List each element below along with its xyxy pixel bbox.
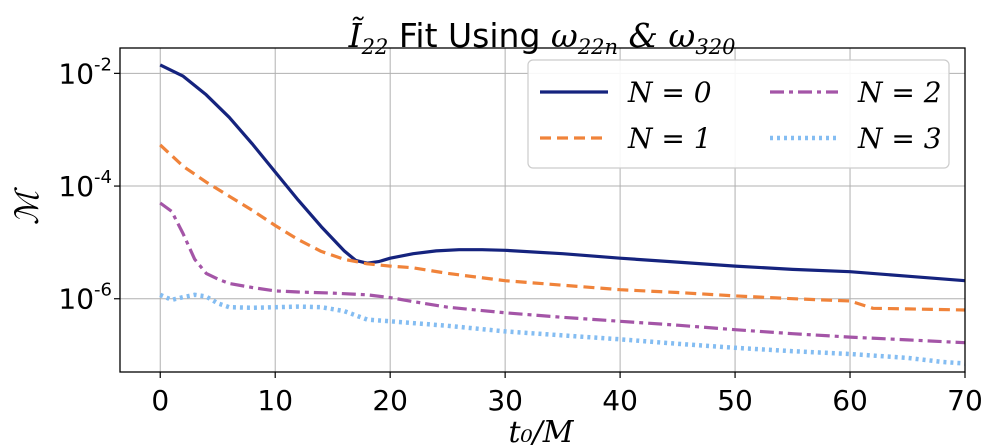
series-layer <box>159 63 966 366</box>
legend: N = 0 N = 1 N = 2 N = 3 <box>527 59 950 169</box>
title-omega-2: ω <box>668 16 695 55</box>
x-axis-label: t₀/M <box>509 415 575 448</box>
chart-title: Ĩ22 Fit Using ω22n & ω320 <box>348 16 736 59</box>
x-tick-label: 10 <box>257 384 293 417</box>
legend-label-0: N = 0 <box>627 76 712 109</box>
series-line-3 <box>159 292 966 366</box>
series-line-0 <box>159 63 966 283</box>
title-omega-1: ω <box>551 16 578 55</box>
title-prefix: Ĩ <box>348 16 365 55</box>
x-tick-label: 40 <box>602 384 638 417</box>
legend-items: N = 0 N = 1 N = 2 N = 3 <box>540 76 942 155</box>
ticks: 0 10 20 30 40 50 60 70 10-2 10-4 10-6 <box>58 54 982 417</box>
title-amp: & <box>618 16 668 55</box>
y-tick-label: 10-6 <box>58 280 112 316</box>
series-line-1 <box>159 143 966 312</box>
x-tick-label: 0 <box>151 384 169 417</box>
legend-label-1: N = 1 <box>627 122 712 155</box>
legend-label-2: N = 2 <box>857 76 942 109</box>
x-tick-label: 70 <box>947 384 983 417</box>
x-tick-label: 20 <box>372 384 408 417</box>
y-axis-label: ℳ <box>8 186 46 225</box>
y-tick-label: 10-2 <box>58 54 112 90</box>
legend-label-3: N = 3 <box>857 122 942 155</box>
legend-box <box>527 59 950 169</box>
title-mid: Fit Using <box>388 16 551 55</box>
x-tick-label: 60 <box>832 384 868 417</box>
title-omega-1-sub: 22n <box>577 35 618 59</box>
series-line-2 <box>159 201 966 345</box>
x-tick-label: 30 <box>487 384 523 417</box>
y-tick-label: 10-4 <box>58 167 112 203</box>
x-tick-label: 50 <box>717 384 753 417</box>
title-omega-2-sub: 320 <box>695 35 735 59</box>
plot-frame <box>119 47 966 373</box>
title-prefix-sub: 22 <box>361 35 389 59</box>
